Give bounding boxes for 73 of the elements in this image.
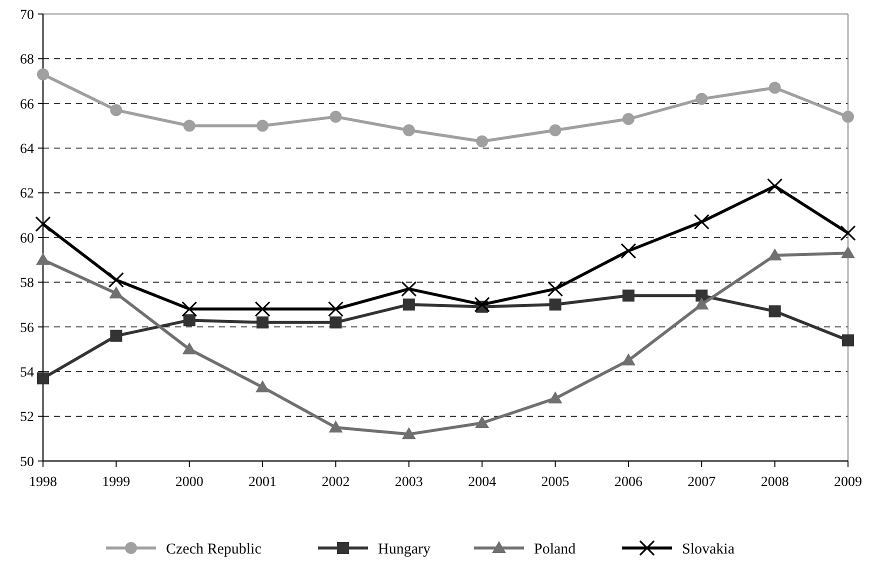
point — [254, 301, 270, 317]
point — [401, 281, 417, 297]
legend-label: Poland — [534, 541, 576, 558]
point — [37, 372, 49, 384]
point — [36, 252, 50, 265]
point — [110, 330, 122, 342]
legend-label: Hungary — [378, 541, 431, 558]
point — [402, 298, 415, 311]
point — [476, 135, 488, 148]
point — [328, 420, 343, 432]
point — [768, 82, 781, 94]
point — [842, 334, 854, 346]
point — [183, 120, 196, 132]
y-tick-label: 50 — [20, 454, 34, 470]
point — [402, 124, 415, 136]
point — [256, 120, 269, 132]
x-tick-label: 2005 — [541, 475, 570, 490]
point — [549, 298, 562, 311]
legend-label: Czech Republic — [166, 541, 262, 558]
x-tick-label: 2007 — [688, 475, 716, 490]
y-tick-label: 56 — [20, 320, 34, 336]
point — [840, 225, 856, 241]
y-tick-label: 68 — [20, 52, 34, 68]
x-tick-label: 2008 — [760, 475, 789, 490]
point — [694, 214, 710, 230]
x-tick-label: 2001 — [248, 475, 277, 490]
x-tick-label: 2002 — [322, 475, 350, 490]
point — [182, 342, 196, 354]
legend-label: Slovakia — [682, 541, 735, 558]
point — [183, 314, 196, 326]
point — [620, 243, 636, 259]
point — [621, 353, 636, 366]
y-tick-label: 70 — [20, 8, 34, 23]
point — [109, 286, 124, 298]
point — [110, 104, 122, 116]
point — [768, 305, 781, 318]
point — [37, 68, 49, 80]
y-tick-label: 60 — [20, 231, 34, 246]
x-tick-label: 2009 — [834, 475, 862, 490]
x-tick-label: 1998 — [29, 475, 57, 490]
point — [256, 380, 270, 392]
point — [330, 110, 342, 123]
x-tick-label: 1999 — [102, 475, 130, 490]
y-tick-label: 58 — [20, 276, 34, 292]
point — [548, 391, 562, 404]
point — [182, 301, 198, 317]
x-tick-label: 2003 — [394, 475, 423, 490]
point — [328, 301, 344, 317]
y-tick-label: 66 — [20, 97, 34, 112]
point — [622, 113, 634, 126]
point — [549, 124, 562, 136]
point — [841, 246, 855, 258]
point — [256, 316, 269, 328]
point — [842, 110, 854, 123]
x-tick-label: 2000 — [175, 475, 204, 490]
point — [402, 427, 416, 440]
point — [474, 296, 490, 312]
x-tick-label: 2006 — [614, 475, 642, 490]
y-tick-label: 54 — [20, 366, 34, 380]
point — [108, 272, 124, 288]
point — [768, 248, 782, 260]
y-tick-label: 62 — [20, 186, 34, 202]
point — [694, 298, 709, 310]
point — [767, 178, 783, 194]
point — [35, 216, 51, 232]
point — [696, 92, 708, 105]
point — [475, 416, 490, 428]
y-tick-label: 64 — [20, 142, 34, 157]
point — [330, 316, 342, 328]
point — [547, 281, 564, 297]
y-tick-label: 52 — [20, 410, 34, 426]
point — [622, 290, 634, 302]
x-tick-label: 2004 — [468, 475, 496, 490]
